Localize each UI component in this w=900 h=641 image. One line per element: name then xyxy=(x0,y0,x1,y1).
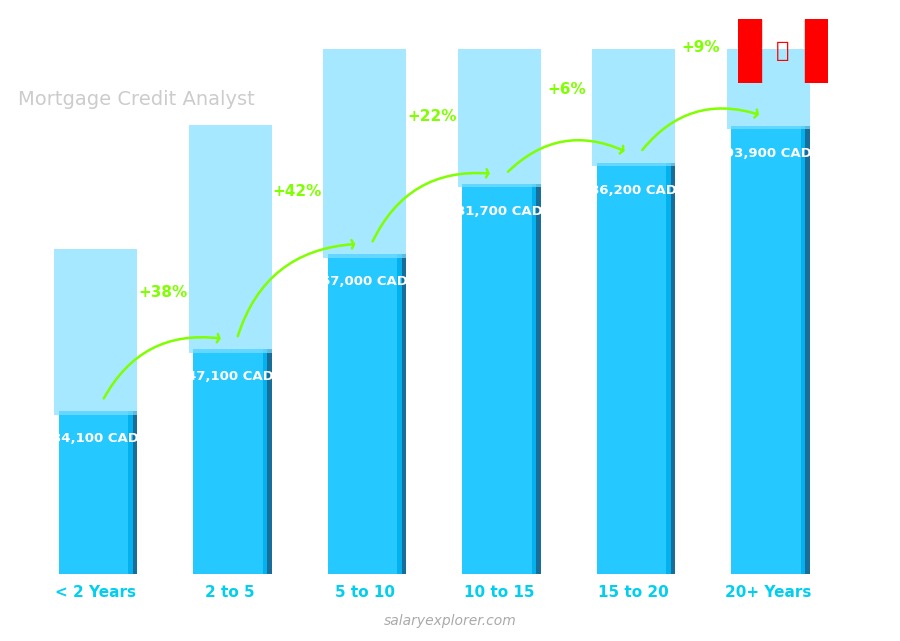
Bar xyxy=(189,124,272,353)
Bar xyxy=(592,0,675,166)
Text: +6%: +6% xyxy=(547,82,586,97)
Bar xyxy=(463,184,536,574)
Text: Salary Comparison By Experience: Salary Comparison By Experience xyxy=(32,15,608,44)
Bar xyxy=(129,412,137,574)
Bar xyxy=(328,254,401,574)
Text: +38%: +38% xyxy=(139,285,187,299)
Text: 🍁: 🍁 xyxy=(777,41,789,62)
Bar xyxy=(597,163,670,574)
Bar xyxy=(54,249,137,415)
Text: Mortgage Credit Analyst: Mortgage Credit Analyst xyxy=(18,90,255,109)
Text: +9%: +9% xyxy=(681,40,720,55)
Text: Average Yearly Salary: Average Yearly Salary xyxy=(860,253,873,388)
Bar xyxy=(58,412,132,574)
Bar xyxy=(532,184,541,574)
Text: salaryexplorer.com: salaryexplorer.com xyxy=(383,614,517,628)
Bar xyxy=(194,349,267,574)
Bar xyxy=(738,19,760,83)
Text: 93,900 CAD: 93,900 CAD xyxy=(724,147,812,160)
Bar xyxy=(323,0,406,258)
Bar xyxy=(263,349,272,574)
Bar xyxy=(458,0,541,187)
Bar xyxy=(806,19,828,83)
Bar xyxy=(397,254,406,574)
Text: +22%: +22% xyxy=(407,109,456,124)
Text: 67,000 CAD: 67,000 CAD xyxy=(321,276,409,288)
Text: +42%: +42% xyxy=(273,184,322,199)
Text: 81,700 CAD: 81,700 CAD xyxy=(456,205,543,218)
Bar xyxy=(732,126,806,574)
Bar xyxy=(727,0,810,129)
Bar xyxy=(666,163,675,574)
Text: 34,100 CAD: 34,100 CAD xyxy=(52,433,140,445)
Text: 47,100 CAD: 47,100 CAD xyxy=(187,370,274,383)
Text: 86,200 CAD: 86,200 CAD xyxy=(590,184,677,197)
Bar xyxy=(801,126,810,574)
